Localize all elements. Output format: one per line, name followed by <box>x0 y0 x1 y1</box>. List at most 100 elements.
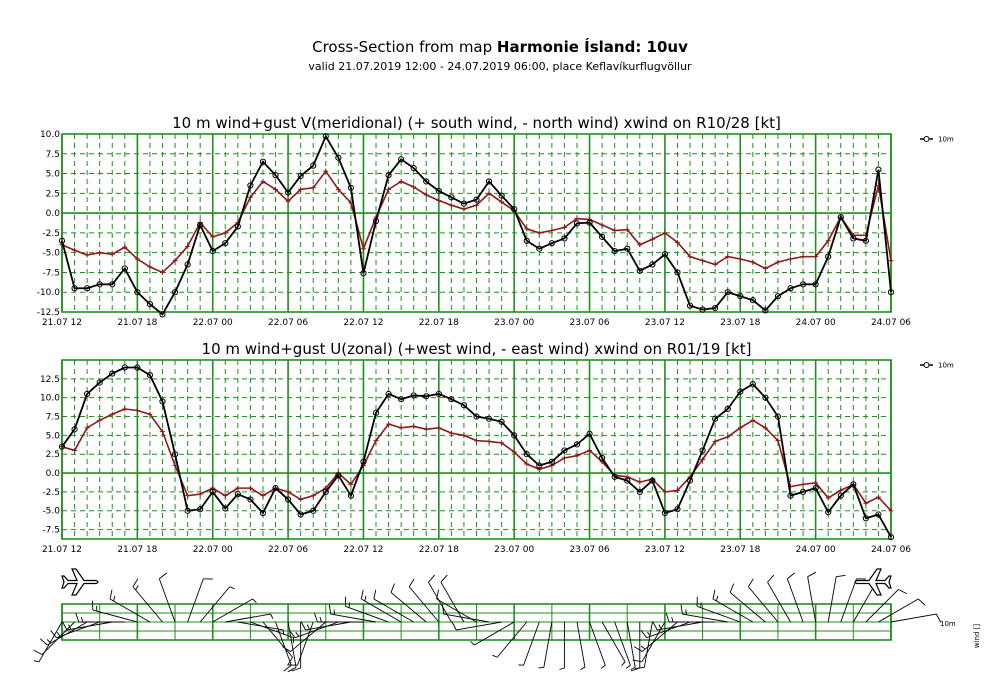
u-point-10m <box>498 418 505 425</box>
wind-barb-half-feather <box>538 666 544 669</box>
wind-barb-feather <box>787 572 796 580</box>
v-point-10m <box>171 289 179 296</box>
u-point-gust <box>423 426 429 432</box>
wind-barb-staff <box>456 621 502 631</box>
u-point-gust <box>285 489 291 495</box>
u-point-10m <box>460 402 468 409</box>
v-point-10m <box>134 289 141 296</box>
v-point-gust <box>599 222 605 228</box>
v-point-gust <box>536 230 542 236</box>
v-point-10m <box>297 172 304 180</box>
u-series-line-10m <box>61 366 892 538</box>
u-point-gust <box>637 479 643 485</box>
u-point-10m <box>511 432 518 439</box>
wind-barb-half-feather <box>716 595 719 602</box>
u-point-10m <box>435 390 442 398</box>
u-point-gust <box>247 485 253 491</box>
wind-barb-feather <box>729 583 735 593</box>
u-point-10m <box>573 441 581 448</box>
u-point-10m <box>385 390 392 398</box>
v-point-10m <box>58 237 66 244</box>
airplane-icon-right-shape <box>854 568 892 596</box>
v-point-10m <box>624 245 631 252</box>
v-point-gust <box>222 230 228 236</box>
v-point-gust <box>612 228 618 234</box>
u-point-10m <box>71 426 78 433</box>
wind-barb-feather <box>360 589 364 600</box>
v-point-gust <box>712 262 718 268</box>
wind-barb-half-feather <box>68 624 72 630</box>
wind-barb-half-feather <box>319 616 322 623</box>
v-point-10m <box>272 172 279 179</box>
wind-barb-feather <box>436 589 440 600</box>
chart-header: Cross-Section from map Harmonie Ísland: … <box>0 38 1000 73</box>
u-ytick-label: 0.0 <box>46 469 61 479</box>
v-point-10m <box>310 162 317 169</box>
u-point-10m <box>611 473 618 480</box>
v-series-line-10m <box>61 134 892 316</box>
v-point-10m <box>674 269 681 276</box>
wind-barb-half-feather <box>600 664 606 669</box>
v-point-gust <box>448 202 454 208</box>
u-point-10m <box>674 506 681 513</box>
u-point-10m <box>247 496 254 503</box>
wind-barb-staff <box>330 613 377 623</box>
v-point-10m <box>850 235 857 242</box>
wind-barb-feather <box>50 630 57 639</box>
u-point-gust <box>159 429 165 435</box>
main-title: Cross-Section from map Harmonie Ísland: … <box>0 38 1000 56</box>
v-point-gust <box>737 256 743 262</box>
u-point-10m <box>473 413 480 420</box>
v-point-gust <box>813 254 819 260</box>
v-point-10m <box>586 219 593 226</box>
v-point-gust <box>800 254 806 260</box>
v-point-gust <box>310 185 316 191</box>
wind-barb-half-feather <box>671 616 674 623</box>
v-point-gust <box>674 239 680 245</box>
u-xtick-label: 21.07 18 <box>117 545 157 555</box>
wind-barb-half-feather <box>306 624 310 630</box>
u-point-gust <box>122 406 128 412</box>
u-point-gust <box>762 425 768 431</box>
wind-barb-feather <box>287 666 297 673</box>
wind-barb-staff <box>840 578 857 623</box>
v-point-10m <box>473 196 480 203</box>
wind-barb-staff <box>56 621 100 639</box>
wind-barb-half-feather <box>647 631 651 637</box>
panel-wind-barbs: 10m wind [] <box>33 568 981 673</box>
v-ytick-label: 2.5 <box>46 189 60 199</box>
u-point-gust <box>474 438 479 444</box>
u-point-10m <box>272 485 279 492</box>
wind-barb-staff <box>390 592 427 623</box>
wind-barb-staff <box>212 598 253 623</box>
wind-barb-feather <box>408 578 415 587</box>
v-xtick-label: 21.07 18 <box>117 318 157 328</box>
u-point-10m <box>58 443 66 450</box>
u-point-10m <box>209 488 216 495</box>
u-xtick-label: 24.07 00 <box>796 545 836 555</box>
v-point-gust <box>411 184 417 190</box>
v-point-10m <box>712 304 719 312</box>
u-xtick-label: 23.07 06 <box>570 545 610 555</box>
wind-barb-feather <box>373 589 377 600</box>
wind-barb-staff <box>643 621 653 668</box>
barb-legend-top: 10m <box>940 620 956 628</box>
v-xtick-label: 24.07 00 <box>796 318 836 328</box>
v-point-10m <box>347 184 354 191</box>
v-point-10m <box>109 281 116 288</box>
u-point-gust <box>185 493 191 499</box>
wind-barb-staff <box>440 581 465 623</box>
airplane-icon-right <box>854 568 892 596</box>
v-point-gust <box>750 259 756 265</box>
u-point-gust <box>448 430 454 436</box>
v-point-10m <box>887 289 895 296</box>
main-title-bold: Harmonie Ísland: 10uv <box>496 38 688 56</box>
v-point-10m <box>787 285 794 292</box>
wind-barb-staff <box>576 621 586 668</box>
wind-barb-feather <box>712 589 716 600</box>
v-point-gust <box>247 194 253 200</box>
u-ytick-label: -2.5 <box>42 488 60 498</box>
u-point-10m <box>310 507 317 514</box>
v-point-gust <box>788 256 794 262</box>
